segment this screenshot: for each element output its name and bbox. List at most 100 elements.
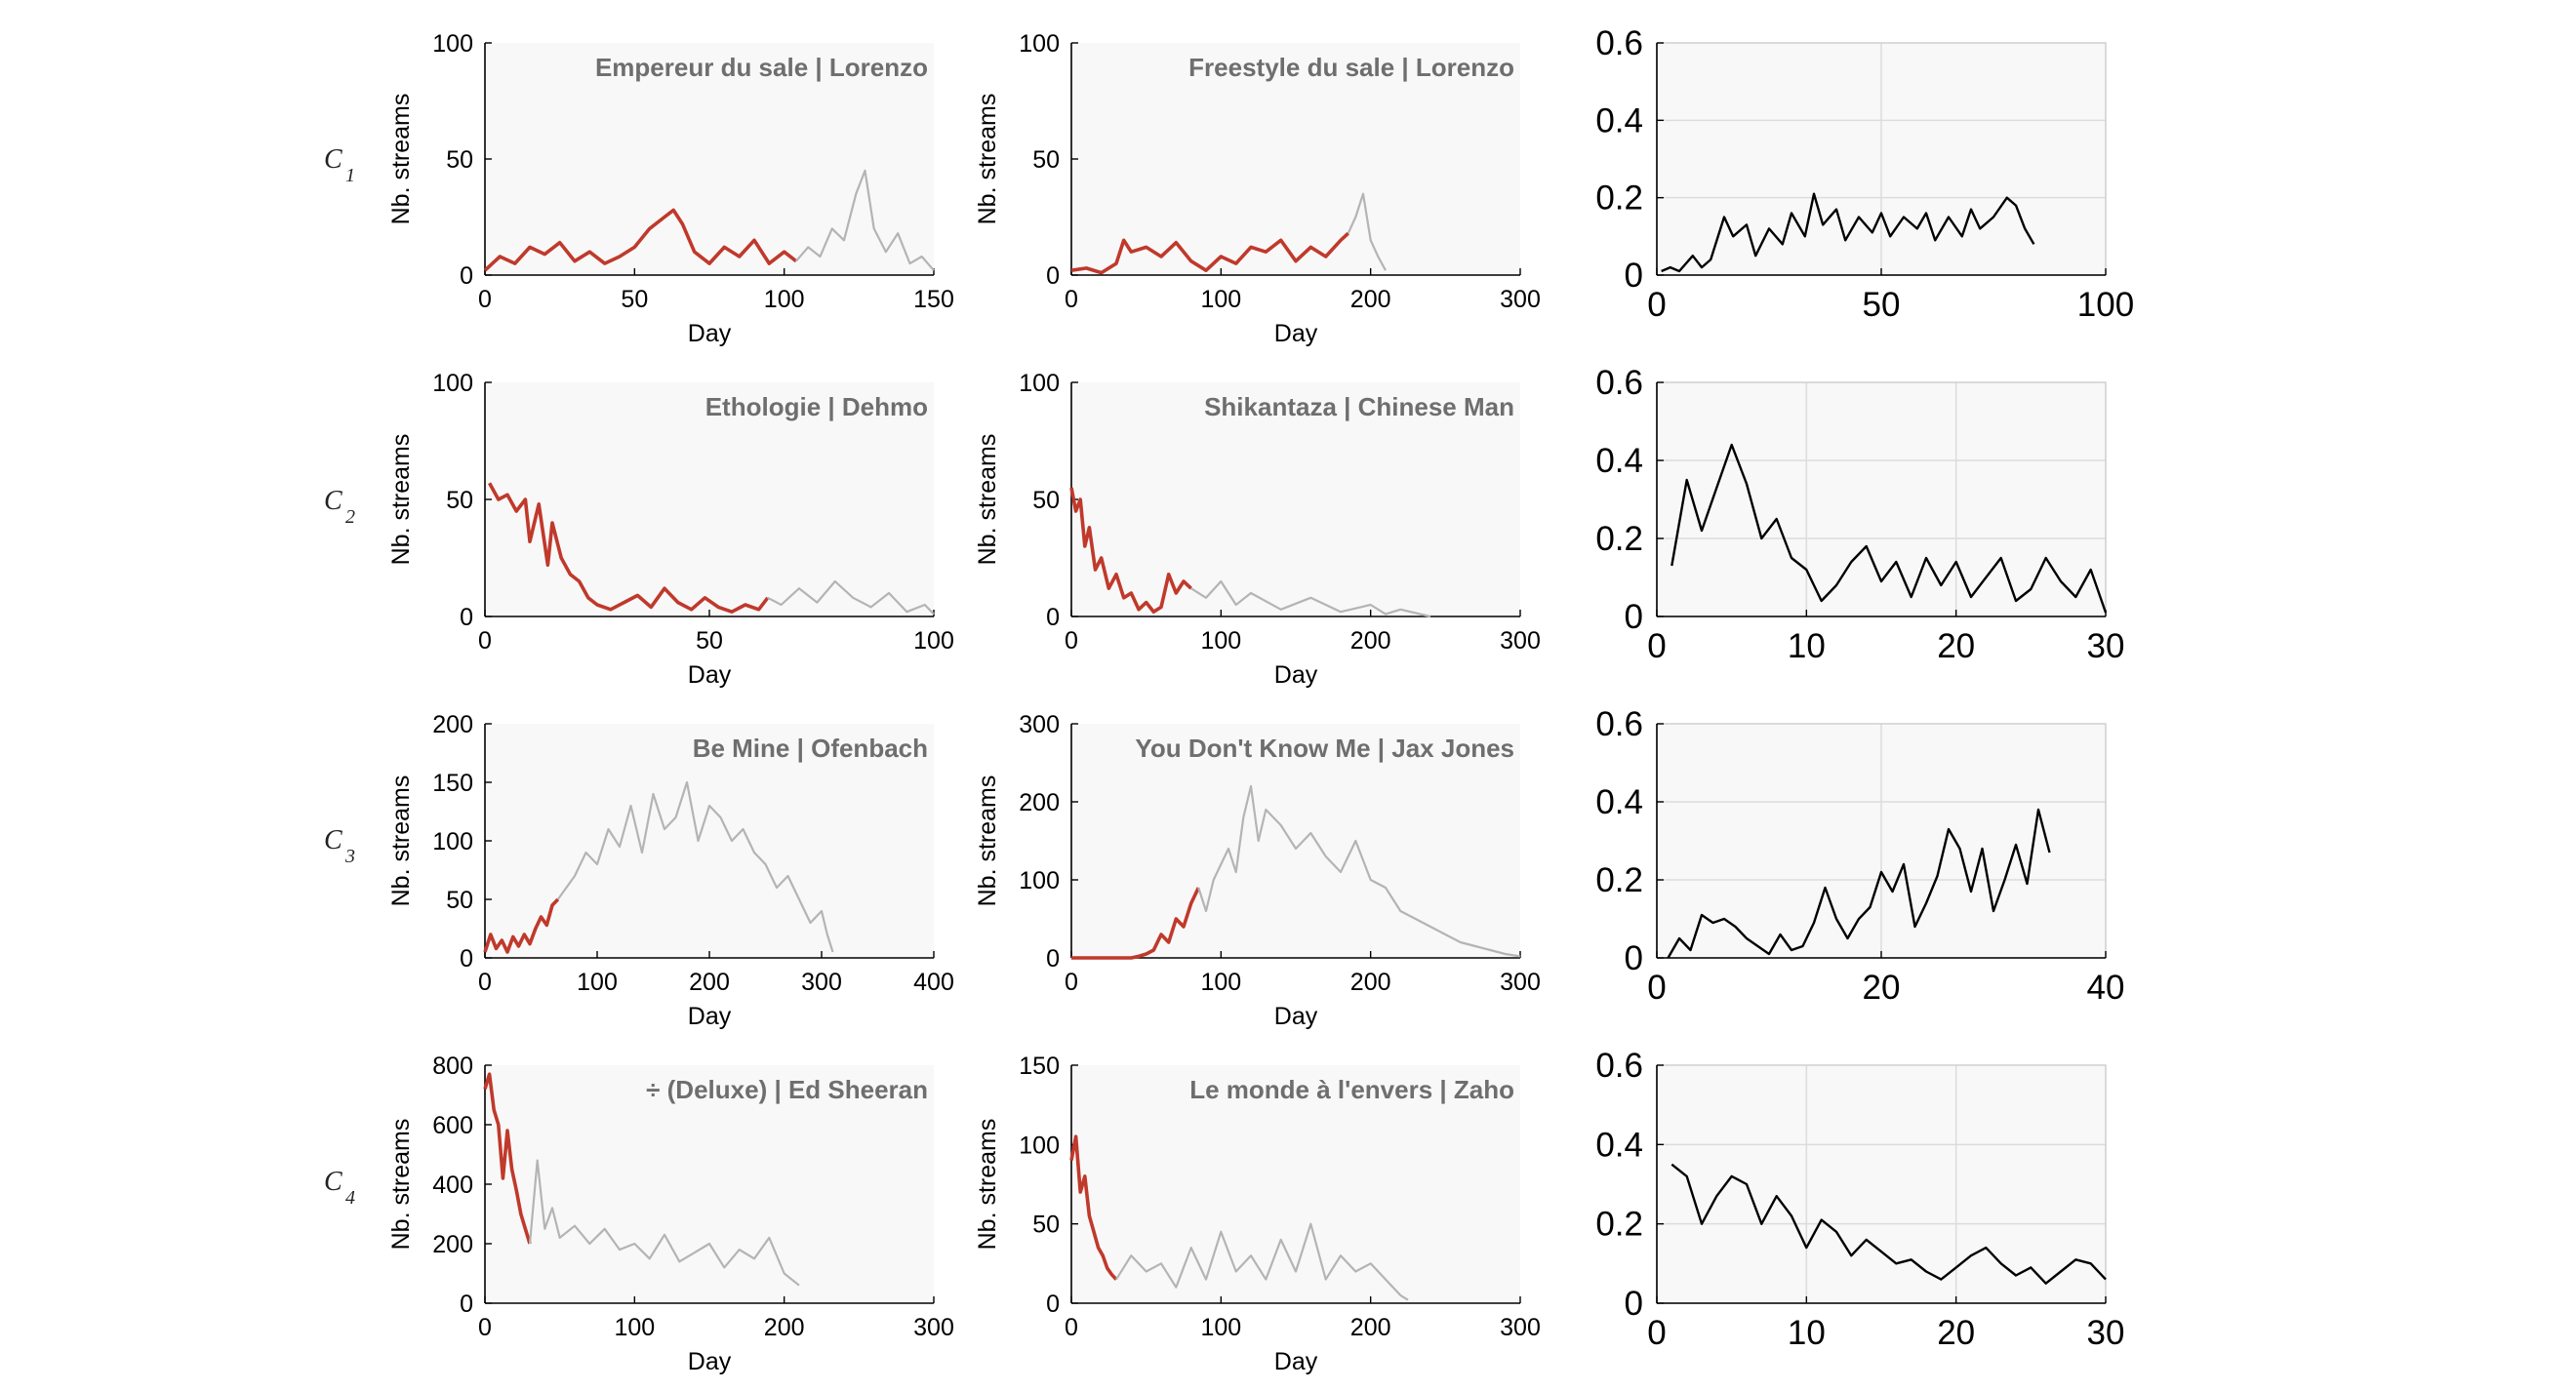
- y-tick-label: 0.6: [1595, 24, 1643, 62]
- streams-panel: 0 100 200 300 0 50 100 Freestyle du sale | Lore…: [974, 30, 1541, 347]
- x-tick-label: 0: [1065, 1314, 1078, 1341]
- y-tick-label: 150: [1019, 1053, 1060, 1080]
- x-tick-label: 100: [913, 627, 954, 655]
- row-label: C3: [324, 825, 355, 867]
- y-tick-label: 200: [432, 1231, 473, 1258]
- x-tick-label: 0: [478, 627, 492, 655]
- y-axis-label: Nb. streams: [387, 94, 415, 225]
- y-tick-label: 600: [432, 1112, 473, 1139]
- y-axis-label: Nb. streams: [387, 1119, 415, 1251]
- y-tick-label: 0: [1046, 604, 1060, 631]
- ratio-series-line: [1661, 192, 2035, 273]
- plot-area: [1071, 1065, 1520, 1303]
- x-tick-label: 300: [1500, 627, 1541, 655]
- y-tick-label: 100: [1019, 1132, 1060, 1159]
- y-tick-label: 0.2: [1595, 520, 1643, 558]
- x-tick-label: 0: [1065, 969, 1078, 996]
- panel-title: Empereur du sale | Lorenzo: [595, 53, 928, 82]
- x-tick-label: 200: [1350, 286, 1391, 313]
- x-tick-label: 30: [2087, 627, 2125, 665]
- y-tick-label: 150: [432, 770, 473, 797]
- plot-area: [1657, 382, 2106, 616]
- x-tick-label: 100: [577, 969, 618, 996]
- y-axis-label: Nb. streams: [974, 94, 1001, 225]
- y-tick-label: 50: [1032, 1212, 1060, 1239]
- y-tick-label: 100: [432, 370, 473, 397]
- x-tick-label: 100: [2077, 286, 2134, 324]
- y-tick-label: 0.6: [1595, 705, 1643, 743]
- streams-panel: 0 100 200 300 0 200 400 600 800 ÷ (Deluxe) | Ed S…: [387, 1053, 954, 1375]
- x-axis-label: Day: [1274, 320, 1318, 347]
- ratio-series-line: [1670, 1163, 2107, 1285]
- y-tick-label: 800: [432, 1053, 473, 1080]
- y-tick-label: 0: [1625, 257, 1643, 295]
- late-streams-line: [767, 579, 935, 616]
- y-tick-label: 0: [1625, 598, 1643, 636]
- x-tick-label: 20: [1937, 1314, 1975, 1352]
- y-tick-label: 0: [460, 1291, 473, 1318]
- y-axis-label: Nb. streams: [387, 434, 415, 566]
- streams-panel: 0 50 100 0 50 100 Ethologie | Dehmo Day Nb. stre…: [387, 370, 954, 689]
- late-streams-line: [556, 780, 834, 953]
- y-tick-label: 200: [432, 711, 473, 738]
- x-tick-label: 100: [1200, 627, 1241, 655]
- panel-title: ÷ (Deluxe) | Ed Sheeran: [646, 1075, 928, 1104]
- x-tick-label: 200: [764, 1314, 805, 1341]
- x-tick-label: 100: [1200, 286, 1241, 313]
- row-label: C2: [324, 486, 355, 528]
- panel-title: Be Mine | Ofenbach: [693, 734, 928, 763]
- y-tick-label: 0: [1046, 1291, 1060, 1318]
- x-tick-label: 20: [1937, 627, 1975, 665]
- row-label-letter: C: [324, 486, 342, 516]
- plot-area: [1071, 43, 1520, 275]
- panel-title: Ethologie | Dehmo: [705, 392, 928, 421]
- x-tick-label: 0: [1065, 286, 1078, 313]
- x-tick-label: 300: [801, 969, 842, 996]
- y-tick-label: 100: [1019, 30, 1060, 58]
- y-axis-label: Nb. streams: [974, 1119, 1001, 1251]
- y-tick-label: 0: [1625, 939, 1643, 977]
- y-tick-label: 400: [432, 1172, 473, 1199]
- x-tick-label: 300: [913, 1314, 954, 1341]
- y-tick-label: 300: [1019, 711, 1060, 738]
- y-tick-label: 0: [460, 604, 473, 631]
- x-tick-label: 100: [1200, 969, 1241, 996]
- row-label-letter: C: [324, 1167, 342, 1197]
- late-streams-line: [1190, 579, 1431, 618]
- plot-area: [485, 724, 934, 958]
- x-tick-label: 20: [1863, 969, 1901, 1007]
- late-streams-line: [795, 169, 935, 271]
- early-streams-line: [483, 208, 798, 272]
- streams-panel: 0 100 200 300 0 50 100 Shikantaza | Chinese Man…: [974, 370, 1541, 689]
- early-streams-line: [483, 1072, 532, 1245]
- ratio-panel: 0 10 20 30 0 0.2 0.4 0.6: [1595, 364, 2124, 665]
- x-tick-label: 100: [1200, 1314, 1241, 1341]
- y-tick-label: 0.2: [1595, 179, 1643, 218]
- x-tick-label: 200: [1350, 969, 1391, 996]
- ratio-series-line: [1667, 808, 2051, 959]
- y-tick-label: 0.6: [1595, 364, 1643, 402]
- x-tick-label: 150: [913, 286, 954, 313]
- y-tick-label: 0: [1046, 945, 1060, 973]
- y-tick-label: 0.4: [1595, 101, 1643, 139]
- x-tick-label: 400: [913, 969, 954, 996]
- y-tick-label: 0.2: [1595, 861, 1643, 899]
- y-tick-label: 0: [460, 262, 473, 290]
- x-tick-label: 100: [614, 1314, 655, 1341]
- x-tick-label: 200: [689, 969, 730, 996]
- y-axis-label: Nb. streams: [974, 434, 1001, 566]
- streams-panel: 0 100 200 300 0 100 200 300 You Don't Know Me | …: [974, 711, 1541, 1030]
- y-tick-label: 0.4: [1595, 442, 1643, 480]
- ratio-panel: 0 10 20 30 0 0.2 0.4 0.6: [1595, 1047, 2124, 1352]
- panel-title: Shikantaza | Chinese Man: [1204, 392, 1514, 421]
- y-tick-label: 100: [1019, 867, 1060, 894]
- x-tick-label: 0: [1065, 627, 1078, 655]
- plot-area: [1071, 724, 1520, 958]
- early-streams-line: [483, 897, 560, 954]
- early-streams-line: [1070, 231, 1349, 275]
- plot-area: [485, 1065, 934, 1303]
- early-streams-line: [488, 482, 770, 615]
- y-tick-label: 50: [1032, 146, 1060, 174]
- y-tick-label: 200: [1019, 789, 1060, 816]
